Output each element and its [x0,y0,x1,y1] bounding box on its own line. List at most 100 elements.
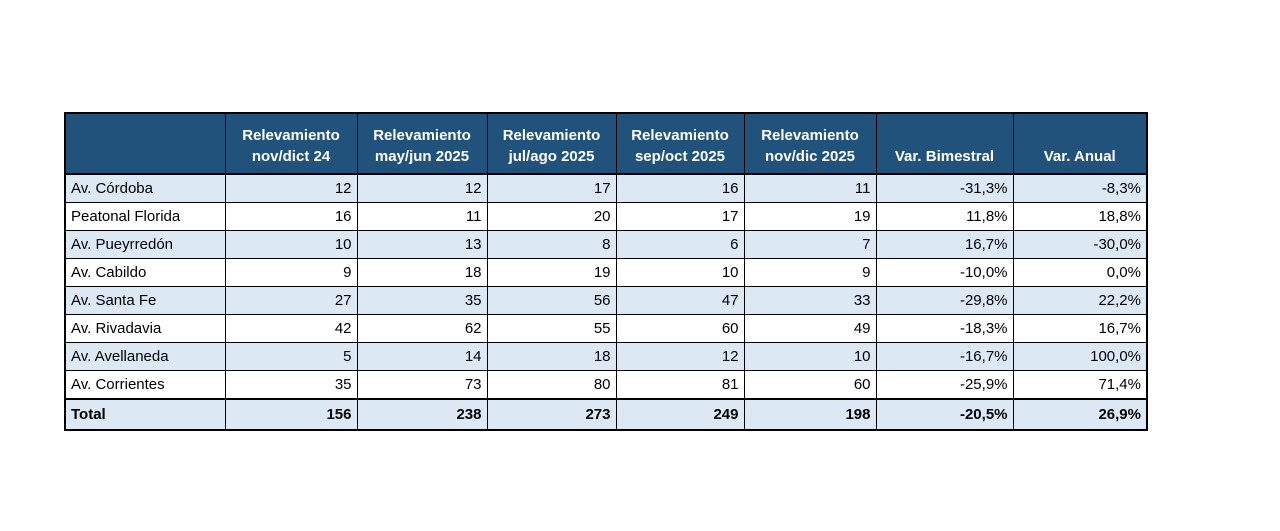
column-header: Relevamiento sep/oct 2025 [615,112,745,175]
column-header: Relevamiento nov/dic 2025 [743,112,877,175]
value-cell: 18,8% [1012,202,1148,231]
column-header: Relevamiento may/jun 2025 [356,112,488,175]
value-cell: 9 [224,258,358,287]
value-cell: 100,0% [1012,342,1148,371]
value-cell: 16,7% [1012,314,1148,343]
value-cell: 10 [224,230,358,259]
total-row: Total 156 238 273 249 198 -20,5% 26,9% [64,398,1148,431]
value-cell: 81 [615,370,745,400]
column-header: Relevamiento jul/ago 2025 [486,112,617,175]
table-row: Av. Corrientes 35 73 80 81 60 -25,9% 71,4% [64,370,1148,400]
row-label: Peatonal Florida [64,202,226,231]
value-cell: 80 [486,370,617,400]
value-cell: 19 [486,258,617,287]
value-cell: 10 [743,342,877,371]
value-cell: -8,3% [1012,173,1148,203]
value-cell: 7 [743,230,877,259]
value-cell: 71,4% [1012,370,1148,400]
value-cell: 60 [615,314,745,343]
value-cell: 198 [743,398,877,431]
column-header-line1: Relevamiento [373,126,471,144]
row-label: Av. Cabildo [64,258,226,287]
column-header-line2: nov/dict 24 [251,148,331,166]
table-row: Av. Pueyrredón 10 13 8 6 7 16,7% -30,0% [64,230,1148,259]
value-cell: 10 [615,258,745,287]
value-cell: 73 [356,370,488,400]
column-header-line2: sep/oct 2025 [634,148,726,166]
value-cell: 13 [356,230,488,259]
column-header-line1: Relevamiento [242,126,340,144]
value-cell: 249 [615,398,745,431]
value-cell: 20 [486,202,617,231]
value-cell: 47 [615,286,745,315]
value-cell: 12 [356,173,488,203]
value-cell: 22,2% [1012,286,1148,315]
table-row: Av. Cabildo 9 18 19 10 9 -10,0% 0,0% [64,258,1148,287]
value-cell: -16,7% [875,342,1014,371]
value-cell: 16,7% [875,230,1014,259]
row-label: Av. Rivadavia [64,314,226,343]
value-cell: 0,0% [1012,258,1148,287]
value-cell: 35 [356,286,488,315]
row-label: Av. Pueyrredón [64,230,226,259]
value-cell: 18 [356,258,488,287]
row-label: Av. Avellaneda [64,342,226,371]
value-cell: -25,9% [875,370,1014,400]
value-cell: 9 [743,258,877,287]
value-cell: 6 [615,230,745,259]
column-header-line2: Var. Bimestral [894,148,995,166]
value-cell: -18,3% [875,314,1014,343]
value-cell: 17 [486,173,617,203]
header-row: Relevamiento nov/dict 24 Relevamiento may/j… [64,112,1148,175]
value-cell: 238 [356,398,488,431]
value-cell: 26,9% [1012,398,1148,431]
value-cell: 35 [224,370,358,400]
column-header-line2: may/jun 2025 [374,148,470,166]
row-label: Av. Córdoba [64,173,226,203]
table-row: Av. Santa Fe 27 35 56 47 33 -29,8% 22,2% [64,286,1148,315]
value-cell: 16 [224,202,358,231]
value-cell: 27 [224,286,358,315]
value-cell: 17 [615,202,745,231]
value-cell: 12 [615,342,745,371]
table-row: Av. Rivadavia 42 62 55 60 49 -18,3% 16,7% [64,314,1148,343]
value-cell: 11 [356,202,488,231]
table-row: Peatonal Florida 16 11 20 17 19 11,8% 18,8% [64,202,1148,231]
column-header-line1: Relevamiento [761,126,859,144]
value-cell: 11,8% [875,202,1014,231]
value-cell: -31,3% [875,173,1014,203]
value-cell: 8 [486,230,617,259]
table-body: Av. Córdoba 12 12 17 16 11 -31,3% -8,3% Peatonal… [64,173,1148,431]
value-cell: 18 [486,342,617,371]
column-header-line2: Var. Anual [1043,148,1116,166]
value-cell: 14 [356,342,488,371]
value-cell: 16 [615,173,745,203]
value-cell: -20,5% [875,398,1014,431]
value-cell: -10,0% [875,258,1014,287]
value-cell: 273 [486,398,617,431]
column-header-line1: Relevamiento [502,126,601,144]
column-header: Var. Bimestral [875,112,1014,175]
value-cell: 60 [743,370,877,400]
column-header-line2: nov/dic 2025 [764,148,856,166]
value-cell: 19 [743,202,877,231]
survey-table-wrap: Relevamiento nov/dict 24 Relevamiento may/j… [64,112,1148,431]
column-header-line1: Relevamiento [631,126,729,144]
column-header-line2: jul/ago 2025 [508,148,595,166]
value-cell: -30,0% [1012,230,1148,259]
value-cell: 11 [743,173,877,203]
value-cell: 42 [224,314,358,343]
value-cell: 156 [224,398,358,431]
survey-table: Relevamiento nov/dict 24 Relevamiento may/j… [64,112,1148,431]
value-cell: -29,8% [875,286,1014,315]
value-cell: 55 [486,314,617,343]
row-label: Av. Santa Fe [64,286,226,315]
value-cell: 56 [486,286,617,315]
value-cell: 5 [224,342,358,371]
header-corner-cell [64,112,226,175]
value-cell: 33 [743,286,877,315]
table-row: Av. Avellaneda 5 14 18 12 10 -16,7% 100,0% [64,342,1148,371]
column-header: Var. Anual [1012,112,1148,175]
value-cell: 49 [743,314,877,343]
